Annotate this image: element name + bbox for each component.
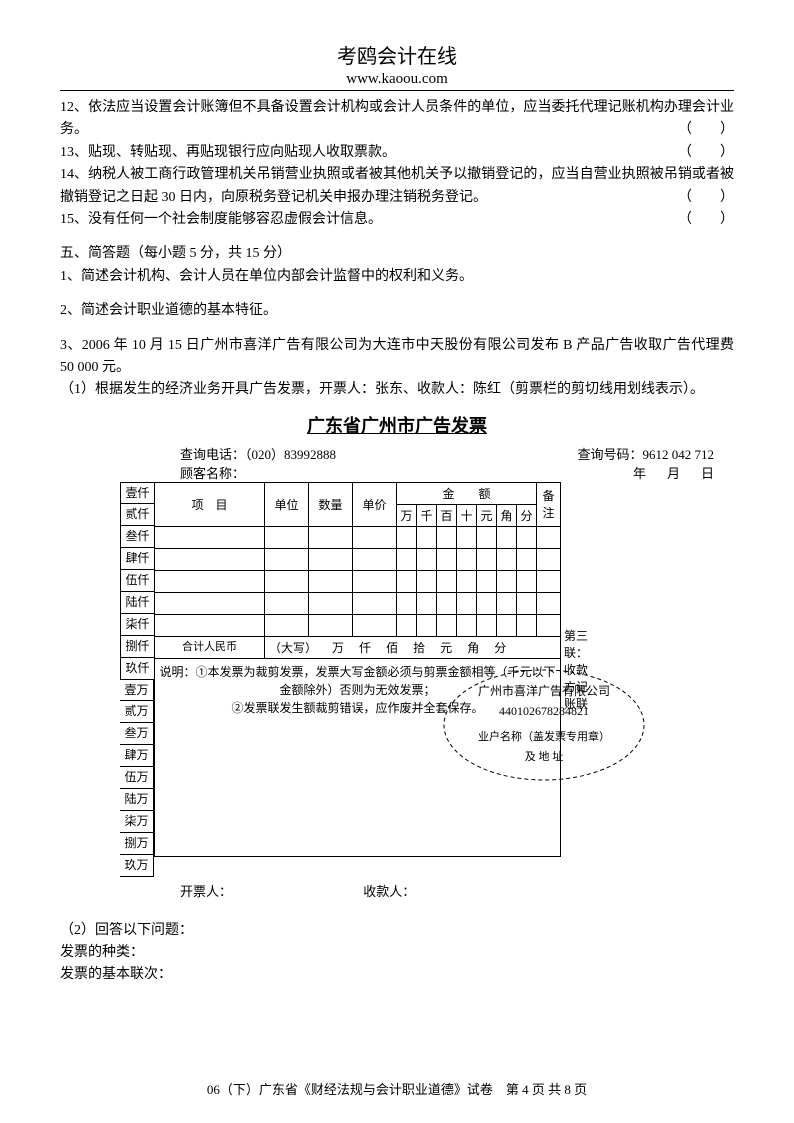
issuer: 开票人： <box>180 881 360 900</box>
stub-wan: 叁万 <box>120 723 154 745</box>
month: 月 <box>646 463 680 482</box>
col-qty: 数量 <box>309 482 353 526</box>
year: 年 <box>612 463 646 482</box>
stub-wan: 肆万 <box>120 745 154 767</box>
stub-qian: 壹仟 <box>120 482 154 504</box>
s5-q3a: 3、2006 年 10 月 15 日广州市喜洋广告有限公司为大连市中天股份有限公… <box>60 335 734 380</box>
q13-text: 13、贴现、转贴现、再贴现银行应向贴现人收取票款。 <box>60 145 396 160</box>
d-wan: 万 <box>397 504 417 526</box>
col-amount: 金 额 <box>397 482 537 504</box>
page-footer: 06（下）广东省《财经法规与会计职业道德》试卷 第 4 页 共 8 页 <box>0 1079 794 1098</box>
stub-qian: 贰仟 <box>120 504 154 526</box>
col-note: 备注 <box>537 482 561 526</box>
d-fen: 分 <box>517 504 537 526</box>
stub-qian: 伍仟 <box>120 570 154 592</box>
q14-text: 14、纳税人被工商行政管理机关吊销营业执照或者被其他机关予以撤销登记的，应当自营… <box>60 167 734 204</box>
stub-wan: 捌万 <box>120 833 154 855</box>
customer-label: 顾客名称： <box>180 463 612 482</box>
qnum: 9612 042 712 <box>643 447 715 462</box>
col-price: 单价 <box>353 482 397 526</box>
seal-l3: 业户名称（盖发票专用章） <box>478 729 610 743</box>
bracket: （ ） <box>678 187 734 209</box>
d-bai: 百 <box>437 504 457 526</box>
q3-2: （2）回答以下问题： <box>60 920 734 942</box>
s5-q1: 1、简述会计机构、会计人员在单位内部会计监督中的权利和义务。 <box>60 266 734 288</box>
site-url: www.kaoou.com <box>60 71 734 91</box>
q15-text: 15、没有任何一个社会制度能够容忍虚假会计信息。 <box>60 212 382 227</box>
tel-label: 查询电话： <box>180 447 245 462</box>
question-15: 15、没有任何一个社会制度能够容忍虚假会计信息。 （ ） <box>60 209 734 231</box>
stub-qian: 玖仟 <box>120 658 154 680</box>
col-unit: 单位 <box>265 482 309 526</box>
follow-l2: 发票的基本联次： <box>60 964 734 986</box>
invoice: 广东省广州市广告发票 查询电话：（020）83992888 查询号码：9612 … <box>60 412 734 900</box>
stub-qian: 柒仟 <box>120 614 154 636</box>
tel: （020）83992888 <box>245 447 336 462</box>
stub-wan: 柒万 <box>120 811 154 833</box>
question-12: 12、依法应当设置会计账簿但不具备设置会计机构或会计人员条件的单位，应当委托代理… <box>60 97 734 142</box>
invoice-query-line: 查询电话：（020）83992888 查询号码：9612 042 712 <box>60 444 734 463</box>
stub-qian: 肆仟 <box>120 548 154 570</box>
stub-column-left: 壹仟贰仟叁仟肆仟伍仟陆仟柒仟捌仟玖仟 壹万贰万叁万肆万伍万陆万柒万捌万玖万 <box>120 482 154 877</box>
seal-stamp: 广州市喜洋广告有限公司 440102678284821 业户名称（盖发票专用章）… <box>434 660 654 790</box>
bracket: （ ） <box>678 142 734 164</box>
qnum-label: 查询号码： <box>577 447 642 462</box>
daxie-row: （大写） 万 仟 佰 拾 元 角 分 <box>265 636 561 658</box>
col-item: 项 目 <box>155 482 265 526</box>
s5-q3b: （1）根据发生的经济业务开具广告发票，开票人：张东、收款人：陈红（剪票栏的剪切线… <box>60 379 734 401</box>
seal-l1: 广州市喜洋广告有限公司 <box>478 683 610 698</box>
stub-wan: 陆万 <box>120 789 154 811</box>
s5-q2: 2、简述会计职业道德的基本特征。 <box>60 300 734 322</box>
stub-qian: 叁仟 <box>120 526 154 548</box>
stub-qian: 陆仟 <box>120 592 154 614</box>
section-5-title: 五、简答题（每小题 5 分，共 15 分） <box>60 243 734 265</box>
follow-questions: （2）回答以下问题： 发票的种类： 发票的基本联次： <box>60 920 734 987</box>
seal-l4: 及 地 址 <box>525 749 564 763</box>
day: 日 <box>680 463 714 482</box>
bracket: （ ） <box>678 119 734 141</box>
stub-wan: 伍万 <box>120 767 154 789</box>
d-qian: 千 <box>417 504 437 526</box>
bracket: （ ） <box>678 209 734 231</box>
q12-text: 12、依法应当设置会计账簿但不具备设置会计机构或会计人员条件的单位，应当委托代理… <box>60 100 734 137</box>
d-jiao: 角 <box>497 504 517 526</box>
stub-qian: 捌仟 <box>120 636 154 658</box>
follow-l1: 发票的种类： <box>60 942 734 964</box>
d-shi: 十 <box>457 504 477 526</box>
stub-wan: 贰万 <box>120 701 154 723</box>
seal-l2: 440102678284821 <box>499 704 589 718</box>
stub-wan: 玖万 <box>120 855 154 877</box>
invoice-footer: 开票人： 收款人： <box>60 881 734 900</box>
question-14: 14、纳税人被工商行政管理机关吊销营业执照或者被其他机关予以撤销登记的，应当自营… <box>60 164 734 209</box>
site-title: 考鸥会计在线 <box>60 40 734 69</box>
question-13: 13、贴现、转贴现、再贴现银行应向贴现人收取票款。 （ ） <box>60 142 734 164</box>
d-yuan: 元 <box>477 504 497 526</box>
total-label: 合计人民币 <box>155 636 265 658</box>
stub-wan: 壹万 <box>120 679 154 701</box>
invoice-customer-line: 顾客名称： 年月日 <box>60 463 734 482</box>
invoice-title: 广东省广州市广告发票 <box>60 412 734 438</box>
payee: 收款人： <box>363 881 543 900</box>
